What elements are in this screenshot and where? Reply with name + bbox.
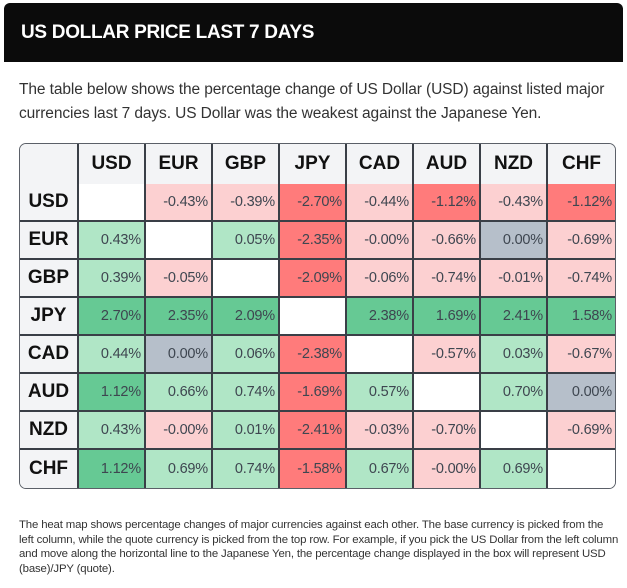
row-header: NZD — [20, 412, 79, 450]
column-header: CHF — [548, 144, 615, 184]
heatmap-cell-empty — [79, 184, 146, 222]
heatmap-cell: 0.74% — [213, 450, 280, 488]
heatmap-cell: -0.01% — [481, 260, 548, 298]
heatmap-cell: -1.58% — [280, 450, 347, 488]
heatmap-cell: -0.43% — [481, 184, 548, 222]
heatmap-cell-empty — [414, 374, 481, 412]
heatmap-cell: -0.57% — [414, 336, 481, 374]
corner-cell — [20, 144, 79, 184]
heatmap-cell: -0.44% — [347, 184, 414, 222]
row-header: EUR — [20, 222, 79, 260]
heatmap-cell: 0.43% — [79, 222, 146, 260]
heatmap-cell: 2.09% — [213, 298, 280, 336]
heatmap-cell: -0.00% — [146, 412, 213, 450]
table-row: AUD 1.12% 0.66% 0.74% -1.69% 0.57% 0.70% 0.00% — [20, 374, 615, 412]
heatmap-cell: -0.69% — [548, 412, 615, 450]
heatmap-cell: -2.38% — [280, 336, 347, 374]
heatmap-cell: -1.69% — [280, 374, 347, 412]
heatmap-cell: 0.69% — [146, 450, 213, 488]
heatmap-cell-empty — [481, 412, 548, 450]
heatmap-cell: 0.74% — [213, 374, 280, 412]
heatmap-cell: 0.70% — [481, 374, 548, 412]
heatmap-cell: -0.05% — [146, 260, 213, 298]
table-row: USD -0.43% -0.39% -2.70% -0.44% -1.12% -0.43% -… — [20, 184, 615, 222]
column-header: CAD — [347, 144, 414, 184]
row-header: USD — [20, 184, 79, 222]
heatmap-cell: 1.12% — [79, 450, 146, 488]
heatmap-cell: 1.69% — [414, 298, 481, 336]
heatmap-cell-empty — [213, 260, 280, 298]
intro-text: The table below shows the percentage cha… — [19, 81, 605, 122]
heatmap-cell: -2.41% — [280, 412, 347, 450]
heatmap-cell: -1.12% — [414, 184, 481, 222]
heatmap-cell-empty — [548, 450, 615, 488]
table-row: NZD 0.43% -0.00% 0.01% -2.41% -0.03% -0.70% -0.… — [20, 412, 615, 450]
heatmap-cell: -0.03% — [347, 412, 414, 450]
heatmap-cell: 0.67% — [347, 450, 414, 488]
heatmap-cell: -0.00% — [347, 222, 414, 260]
heatmap-cell-empty — [146, 222, 213, 260]
heatmap-cell: 2.41% — [481, 298, 548, 336]
heatmap-cell: 0.03% — [481, 336, 548, 374]
heatmap-cell: 0.01% — [213, 412, 280, 450]
heatmap-cell: -1.12% — [548, 184, 615, 222]
column-header: JPY — [280, 144, 347, 184]
page-title: US DOLLAR PRICE LAST 7 DAYS — [21, 21, 315, 43]
row-header: CHF — [20, 450, 79, 488]
column-header: USD — [79, 144, 146, 184]
heatmap-cell: 0.69% — [481, 450, 548, 488]
heatmap-cell: 0.66% — [146, 374, 213, 412]
heatmap-cell: -2.70% — [280, 184, 347, 222]
heatmap-cell: 0.06% — [213, 336, 280, 374]
heatmap-cell: -0.70% — [414, 412, 481, 450]
heatmap-cell: -0.00% — [414, 450, 481, 488]
heatmap-cell: 0.44% — [79, 336, 146, 374]
heatmap-cell: -2.35% — [280, 222, 347, 260]
table-row: EUR 0.43% 0.05% -2.35% -0.00% -0.66% 0.00% -0.6… — [20, 222, 615, 260]
column-header: AUD — [414, 144, 481, 184]
heatmap-cell: 0.00% — [481, 222, 548, 260]
heatmap-header-row: USD EUR GBP JPY CAD AUD NZD CHF — [20, 144, 615, 184]
heatmap-cell: -0.74% — [414, 260, 481, 298]
title-bar: US DOLLAR PRICE LAST 7 DAYS — [4, 3, 623, 62]
row-header: GBP — [20, 260, 79, 298]
currency-heatmap-table: USD EUR GBP JPY CAD AUD NZD CHF USD -0.43… — [19, 143, 616, 489]
heatmap-cell: 1.12% — [79, 374, 146, 412]
table-row: JPY 2.70% 2.35% 2.09% 2.38% 1.69% 2.41% 1.58% — [20, 298, 615, 336]
heatmap-cell: 2.38% — [347, 298, 414, 336]
heatmap-cell: 0.43% — [79, 412, 146, 450]
heatmap-cell: -0.06% — [347, 260, 414, 298]
heatmap-cell: 2.70% — [79, 298, 146, 336]
heatmap-cell: -0.39% — [213, 184, 280, 222]
row-header: CAD — [20, 336, 79, 374]
column-header: NZD — [481, 144, 548, 184]
footnote-text: The heat map shows percentage changes of… — [19, 519, 619, 575]
row-header: JPY — [20, 298, 79, 336]
row-header: AUD — [20, 374, 79, 412]
heatmap-cell: 0.05% — [213, 222, 280, 260]
heatmap-cell: -0.69% — [548, 222, 615, 260]
heatmap-cell: -0.74% — [548, 260, 615, 298]
heatmap-cell: 0.57% — [347, 374, 414, 412]
column-header: EUR — [146, 144, 213, 184]
heatmap-cell-empty — [347, 336, 414, 374]
heatmap-cell-empty — [280, 298, 347, 336]
heatmap-cell: 0.00% — [146, 336, 213, 374]
heatmap-cell: 0.39% — [79, 260, 146, 298]
heatmap-cell: -0.66% — [414, 222, 481, 260]
heatmap-cell: 1.58% — [548, 298, 615, 336]
heatmap-cell: 0.00% — [548, 374, 615, 412]
heatmap-body: USD -0.43% -0.39% -2.70% -0.44% -1.12% -0.43% -… — [20, 184, 615, 488]
table-row: CAD 0.44% 0.00% 0.06% -2.38% -0.57% 0.03% -0.67… — [20, 336, 615, 374]
table-row: CHF 1.12% 0.69% 0.74% -1.58% 0.67% -0.00% 0.69% — [20, 450, 615, 488]
heatmap-cell: -0.43% — [146, 184, 213, 222]
column-header: GBP — [213, 144, 280, 184]
heatmap-cell: 2.35% — [146, 298, 213, 336]
heatmap-cell: -2.09% — [280, 260, 347, 298]
heatmap-cell: -0.67% — [548, 336, 615, 374]
table-row: GBP 0.39% -0.05% -2.09% -0.06% -0.74% -0.01% -0… — [20, 260, 615, 298]
